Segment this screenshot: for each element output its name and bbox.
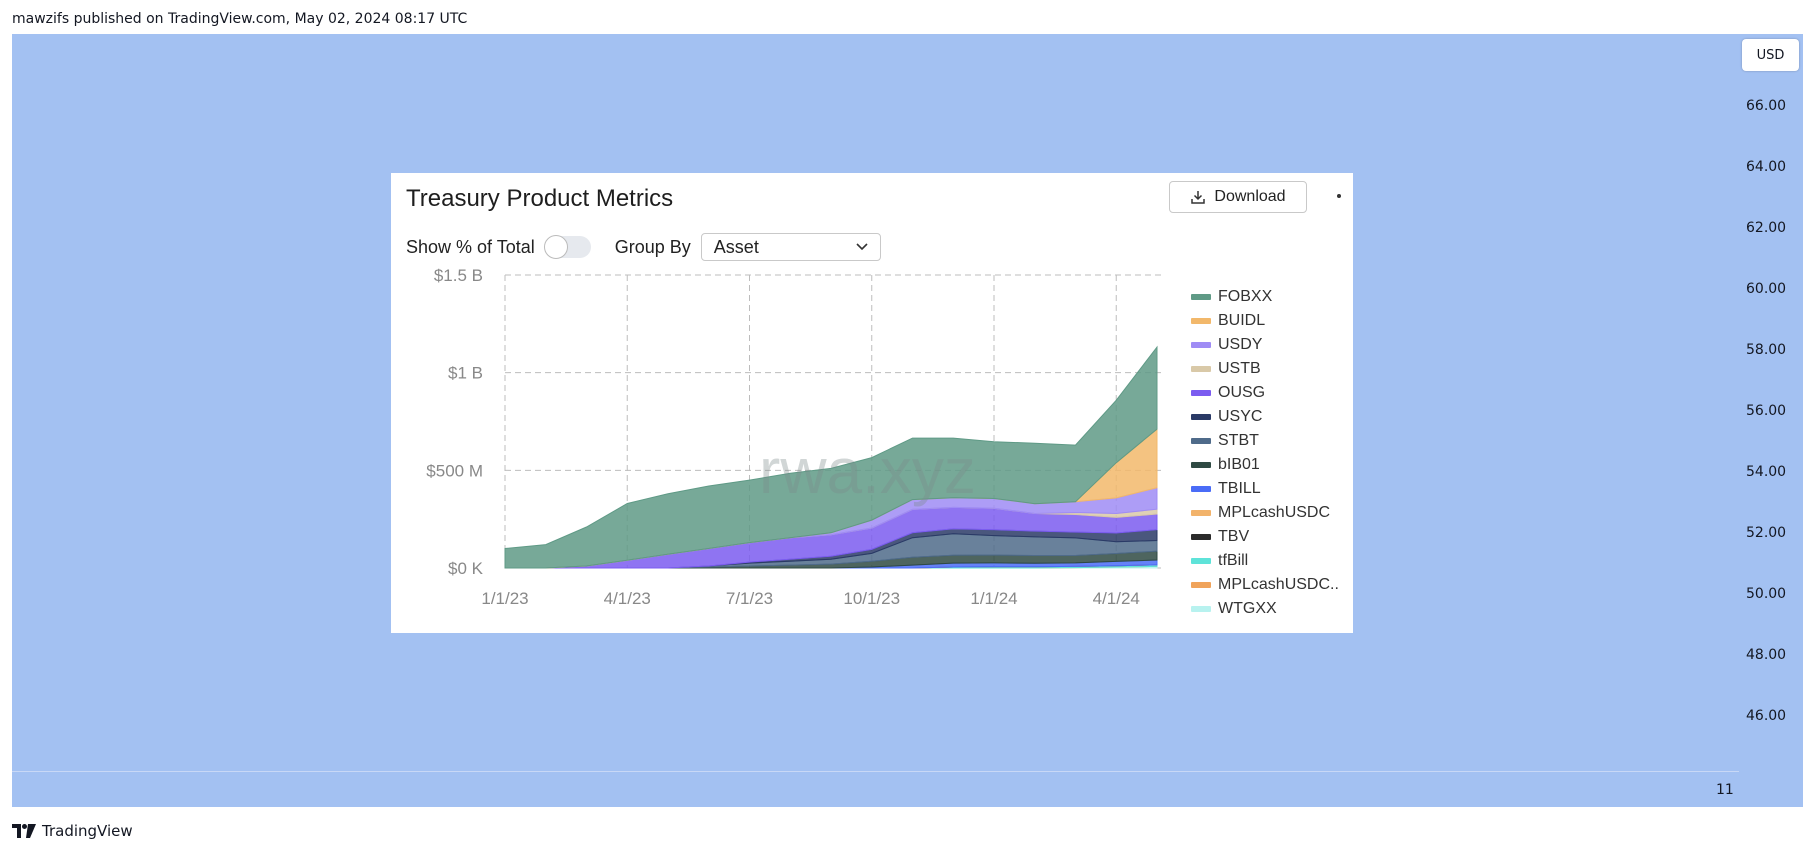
tradingview-logo[interactable]: TradingView [12, 822, 133, 840]
legend-swatch [1191, 390, 1211, 396]
y-tick-label: $500 M [426, 461, 483, 480]
y-tick-label: $1.5 B [434, 266, 483, 285]
legend-item[interactable]: WTGXX [1191, 597, 1339, 621]
tradingview-logo-icon [12, 824, 36, 838]
price-axis-label: 62.00 [1746, 220, 1787, 236]
legend-label: USYC [1218, 408, 1263, 425]
treasury-area-chart: rwa.xyz $0 K $500 M $1 B $1.5 B 1/1/23 4/1/23… [426, 266, 1165, 608]
legend-label: MPLcashUSDC.. [1218, 576, 1339, 593]
legend-item[interactable]: MPLcashUSDC [1191, 501, 1339, 525]
price-axis-label: 46.00 [1746, 708, 1787, 724]
legend-swatch [1191, 486, 1211, 492]
show-pct-toggle[interactable] [543, 235, 591, 259]
legend-swatch [1191, 606, 1211, 612]
x-tick-label: 1/1/24 [970, 589, 1017, 608]
brand-name: TradingView [42, 822, 133, 840]
legend-swatch [1191, 342, 1211, 348]
more-options-icon[interactable] [1337, 194, 1341, 198]
embedded-screenshot-card: Treasury Product Metrics Download Show %… [391, 173, 1353, 633]
group-by-value: Asset [713, 236, 759, 257]
group-by-select[interactable]: Asset [700, 233, 881, 261]
legend-item[interactable]: TBV [1191, 525, 1339, 549]
price-axis-label: 54.00 [1746, 464, 1787, 480]
download-icon [1191, 191, 1206, 204]
legend-item[interactable]: FOBXX [1191, 285, 1339, 309]
legend-label: MPLcashUSDC [1218, 504, 1331, 521]
x-tick-label: 4/1/24 [1093, 589, 1140, 608]
legend-label: FOBXX [1218, 288, 1273, 305]
legend-label: USDY [1218, 336, 1263, 353]
legend-label: USTB [1218, 360, 1261, 377]
legend-label: TBV [1218, 528, 1250, 545]
legend-item[interactable]: USTB [1191, 357, 1339, 381]
currency-button[interactable]: USD [1742, 39, 1799, 71]
legend-swatch [1191, 294, 1211, 300]
show-pct-label: Show % of Total [406, 236, 535, 257]
legend-item[interactable]: tfBill [1191, 549, 1339, 573]
card-title: Treasury Product Metrics [406, 185, 674, 212]
watermark: rwa.xyz [759, 435, 976, 507]
legend-swatch [1191, 582, 1211, 588]
group-by-label: Group By [614, 236, 691, 257]
x-tick-label: 10/1/23 [843, 589, 900, 608]
download-button[interactable]: Download [1169, 181, 1307, 213]
legend-label: tfBill [1218, 552, 1249, 569]
legend-swatch [1191, 510, 1211, 516]
chevron-down-icon [856, 243, 868, 251]
download-label: Download [1214, 188, 1286, 205]
y-tick-label: $1 B [448, 364, 483, 383]
x-tick-label: 4/1/23 [604, 589, 651, 608]
legend-item[interactable]: USYC [1191, 405, 1339, 429]
legend-item[interactable]: OUSG [1191, 381, 1339, 405]
legend-swatch [1191, 534, 1211, 540]
publisher-line: mawzifs published on TradingView.com, Ma… [12, 11, 468, 27]
legend-label: TBILL [1218, 480, 1261, 497]
legend-swatch [1191, 318, 1211, 324]
price-axis-label: 58.00 [1746, 342, 1787, 358]
legend-label: OUSG [1218, 384, 1266, 401]
legend-item[interactable]: USDY [1191, 333, 1339, 357]
controls-row: Show % of Total Group By Asset [406, 233, 881, 261]
legend-swatch [1191, 366, 1211, 372]
price-axis-label: 60.00 [1746, 281, 1787, 297]
legend-label: WTGXX [1218, 600, 1277, 617]
legend-label: bIB01 [1218, 456, 1260, 473]
area-series-fobxx [504, 345, 1158, 569]
chart-legend: FOBXX BUIDL USDY USTB OUSG USYC STBT bIB01 TBILL… [1191, 285, 1339, 621]
legend-label: STBT [1218, 432, 1259, 449]
legend-item[interactable]: TBILL [1191, 477, 1339, 501]
time-axis-divider [12, 771, 1739, 772]
price-axis-label: 56.00 [1746, 403, 1787, 419]
y-tick-label: $0 K [448, 559, 484, 578]
legend-swatch [1191, 558, 1211, 564]
price-axis-label: 52.00 [1746, 525, 1787, 541]
legend-item[interactable]: STBT [1191, 429, 1339, 453]
time-axis-label: 11 [1716, 782, 1734, 798]
price-axis-label: 48.00 [1746, 647, 1787, 663]
x-tick-label: 7/1/23 [726, 589, 773, 608]
x-tick-label: 1/1/23 [481, 589, 528, 608]
legend-item[interactable]: BUIDL [1191, 309, 1339, 333]
legend-item[interactable]: bIB01 [1191, 453, 1339, 477]
legend-label: BUIDL [1218, 312, 1266, 329]
legend-swatch [1191, 462, 1211, 468]
toggle-knob [543, 235, 568, 259]
legend-swatch [1191, 414, 1211, 420]
legend-item[interactable]: MPLcashUSDC.. [1191, 573, 1339, 597]
price-axis-label: 64.00 [1746, 159, 1787, 175]
price-axis-label: 66.00 [1746, 98, 1787, 114]
price-axis-label: 50.00 [1746, 586, 1787, 602]
legend-swatch [1191, 438, 1211, 444]
